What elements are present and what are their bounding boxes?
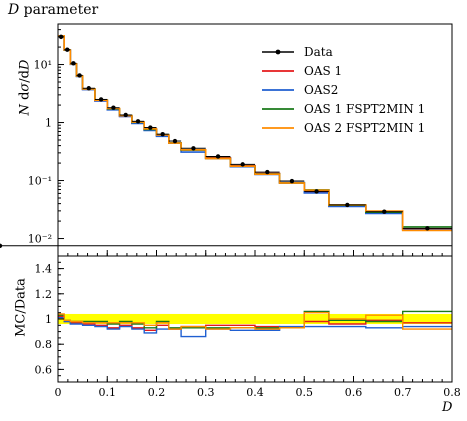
- main-panel-frame: [57, 23, 453, 257]
- ratio-line-oas2f: [58, 312, 452, 330]
- legend-label-data: Data: [304, 45, 333, 59]
- legend-label-oas1: OAS 1: [304, 64, 342, 78]
- y-tick-label-main: 10¹: [34, 59, 52, 72]
- data-point: [71, 61, 76, 66]
- ratio-uncertainty-band: [58, 313, 452, 325]
- data-point: [172, 138, 178, 144]
- data-point: [0, 243, 3, 248]
- x-tick-label: 0: [55, 386, 62, 399]
- data-point: [345, 202, 350, 208]
- data-point: [86, 86, 91, 91]
- legend-marker-data: [275, 49, 281, 55]
- data-point: [135, 119, 141, 124]
- data-point: [265, 169, 270, 175]
- y-tick-label-main: 10⁻²: [28, 233, 52, 246]
- data-point: [148, 125, 153, 130]
- data-point: [382, 209, 387, 214]
- x-tick-label: 0.7: [394, 386, 412, 399]
- x-tick-label: 0.1: [99, 386, 117, 399]
- legend-label-oas2: OAS2: [304, 83, 338, 97]
- x-axis-label: D: [442, 400, 453, 415]
- data-point: [215, 154, 221, 159]
- chart-title: D parameter: [8, 2, 99, 18]
- x-tick-label: 0.2: [148, 386, 166, 399]
- ratio-y-axis-label: MC/Data: [13, 278, 29, 337]
- y-tick-label-ratio: 0.6: [35, 363, 53, 376]
- y-tick-label-main: 10⁻¹: [28, 175, 52, 188]
- y-tick-label-ratio: 1: [45, 313, 52, 326]
- data-point: [314, 189, 319, 194]
- x-tick-label: 0.5: [296, 386, 314, 399]
- y-tick-label-ratio: 0.8: [35, 338, 53, 351]
- data-point: [160, 131, 165, 137]
- y-axis-label: N dσ/dD: [17, 59, 33, 116]
- y-tick-label-main: 1: [45, 117, 52, 130]
- data-point: [240, 162, 245, 167]
- data-point: [111, 105, 116, 110]
- x-tick-label: 0.8: [443, 386, 461, 399]
- x-tick-label: 0.3: [197, 386, 215, 399]
- data-point: [191, 146, 196, 151]
- data-point: [425, 226, 430, 231]
- legend-label-oas1f: OAS 1 FSPT2MIN 1: [304, 102, 425, 116]
- data-point: [77, 73, 82, 78]
- y-tick-label-ratio: 1.4: [35, 263, 53, 276]
- x-tick-label: 0.6: [345, 386, 363, 399]
- data-point: [65, 47, 70, 52]
- legend-label-oas2f: OAS 2 FSPT2MIN 1: [304, 121, 425, 135]
- x-tick-label: 0.4: [246, 386, 264, 399]
- data-point: [58, 34, 64, 40]
- y-tick-label-ratio: 1.2: [35, 288, 53, 301]
- data-point: [289, 178, 295, 184]
- data-point: [123, 112, 128, 118]
- data-point: [98, 97, 104, 102]
